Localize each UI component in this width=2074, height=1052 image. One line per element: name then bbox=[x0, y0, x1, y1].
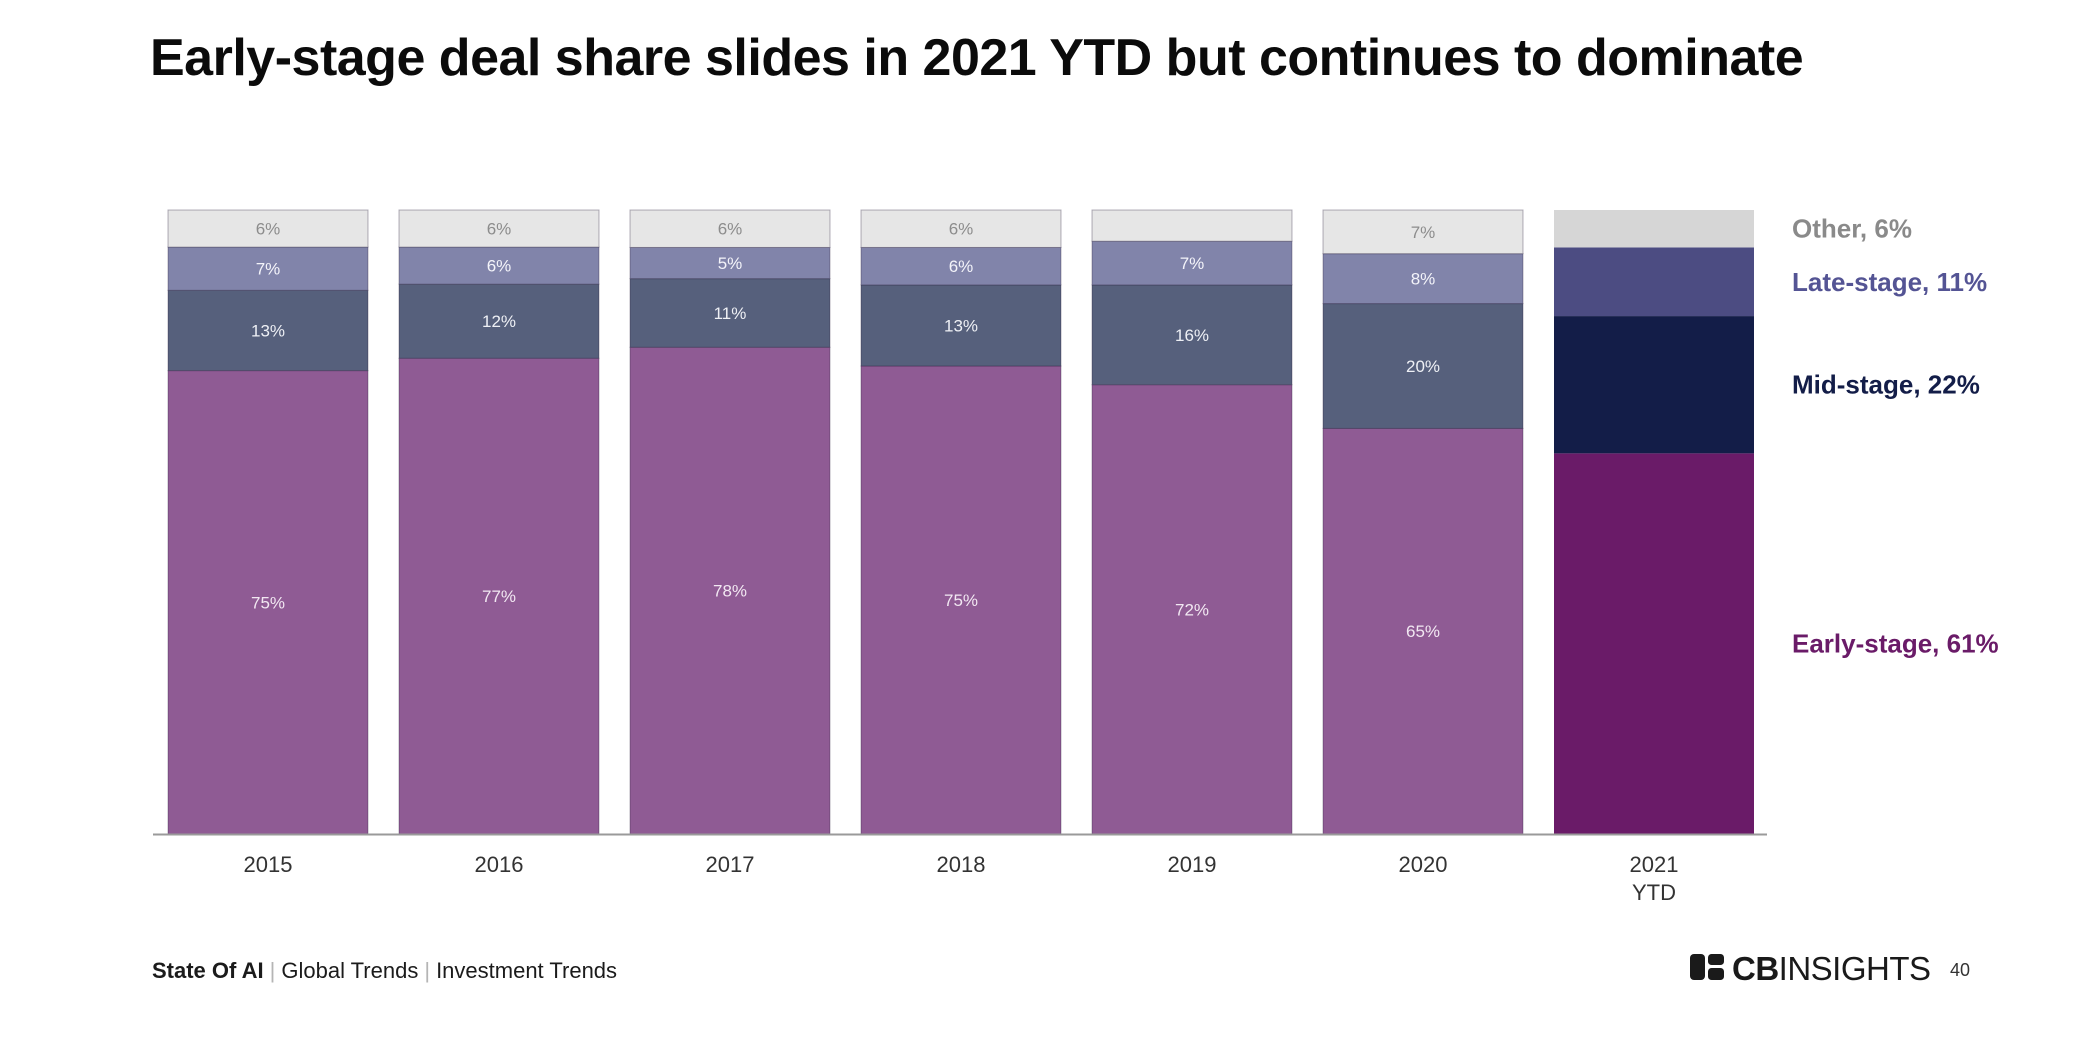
data-label-other: 6% bbox=[718, 220, 743, 239]
bar-segment-late-stage bbox=[398, 246, 600, 285]
footer-subsection: Investment Trends bbox=[436, 958, 618, 983]
footer-section: Global Trends bbox=[281, 958, 419, 983]
x-tick-label: 2016 bbox=[475, 852, 524, 877]
bar-segment-mid-stage bbox=[1554, 316, 1754, 454]
data-label-early-stage: 77% bbox=[482, 587, 516, 606]
bar-segment-other bbox=[860, 209, 1062, 248]
data-label-late-stage: 7% bbox=[1180, 254, 1205, 273]
footer-breadcrumb: State Of AI | Global Trends | Investment Tre… bbox=[152, 958, 617, 984]
data-label-early-stage: 78% bbox=[713, 582, 747, 601]
bar-segment-mid-stage bbox=[860, 284, 1062, 367]
data-label-mid-stage: 16% bbox=[1175, 326, 1209, 345]
bar-segment-other bbox=[1091, 209, 1293, 242]
logo-text-light: INSIGHTS bbox=[1778, 950, 1931, 987]
bar-segment-early-stage bbox=[1554, 453, 1754, 834]
data-label-mid-stage: 11% bbox=[714, 304, 747, 323]
data-label-mid-stage: 13% bbox=[251, 321, 285, 340]
bar-segment-mid-stage bbox=[398, 283, 600, 359]
data-label-other: 6% bbox=[487, 220, 512, 239]
data-label-early-stage: 75% bbox=[944, 591, 978, 610]
bar-segment-late-stage bbox=[860, 246, 1062, 286]
data-label-early-stage: 72% bbox=[1175, 600, 1209, 619]
x-tick-label: 2020 bbox=[1399, 852, 1448, 877]
x-tick-label: 2019 bbox=[1168, 852, 1217, 877]
cb-insights-logo-icon bbox=[1690, 952, 1726, 987]
data-label-mid-stage: 13% bbox=[944, 316, 978, 335]
x-tick-label: 2018 bbox=[937, 852, 986, 877]
bar-segment-late-stage bbox=[1091, 240, 1293, 286]
bar-segment-late-stage bbox=[1322, 253, 1524, 305]
data-label-late-stage: 6% bbox=[949, 257, 974, 276]
data-label-other: 6% bbox=[949, 220, 974, 239]
legend-label-late-stage: Late-stage, 11% bbox=[1792, 267, 1987, 297]
data-label-early-stage: 65% bbox=[1406, 622, 1440, 641]
bar-segment-late-stage bbox=[1554, 247, 1754, 317]
data-label-other: 7% bbox=[1411, 223, 1436, 242]
data-label-mid-stage: 20% bbox=[1406, 357, 1440, 376]
footer-separator: | bbox=[269, 958, 276, 983]
logo-text-strong: CB bbox=[1732, 950, 1779, 987]
x-tick-label: YTD bbox=[1632, 880, 1676, 905]
bar-segment-late-stage bbox=[629, 246, 831, 280]
data-label-mid-stage: 12% bbox=[482, 312, 516, 331]
legend-label-mid-stage: Mid-stage, 22% bbox=[1792, 370, 1980, 400]
bar-segment-late-stage bbox=[167, 246, 369, 291]
bar-segment-early-stage bbox=[1091, 384, 1293, 835]
bar-segment-other bbox=[398, 209, 600, 248]
x-tick-label: 2017 bbox=[706, 852, 755, 877]
legend-label-other: Other, 6% bbox=[1792, 214, 1912, 244]
data-label-late-stage: 6% bbox=[487, 257, 512, 276]
data-label-late-stage: 5% bbox=[718, 254, 743, 273]
bar-segment-other bbox=[629, 209, 831, 248]
cb-insights-logo: CBINSIGHTS bbox=[1690, 950, 1931, 988]
data-label-late-stage: 7% bbox=[256, 260, 281, 279]
page-number: 40 bbox=[1950, 960, 1971, 980]
bar-segment-mid-stage bbox=[1091, 284, 1293, 386]
bar-segment-mid-stage bbox=[1322, 303, 1524, 429]
bar-segment-early-stage bbox=[629, 346, 831, 835]
legend-label-early-stage: Early-stage, 61% bbox=[1792, 629, 1999, 659]
data-label-other: 6% bbox=[256, 220, 281, 239]
data-label-late-stage: 8% bbox=[1411, 270, 1436, 289]
x-tick-label: 2021 bbox=[1630, 852, 1679, 877]
bar-segment-other bbox=[167, 209, 369, 248]
footer-separator: | bbox=[424, 958, 431, 983]
bar-segment-early-stage bbox=[167, 370, 369, 835]
footer-report: State Of AI bbox=[152, 958, 264, 983]
data-label-early-stage: 75% bbox=[251, 593, 285, 612]
bar-segment-mid-stage bbox=[629, 278, 831, 348]
bar-segment-early-stage bbox=[860, 365, 1062, 835]
page-title: Early-stage deal share slides in 2021 YT… bbox=[150, 29, 1804, 87]
bar-segment-early-stage bbox=[1322, 427, 1524, 835]
bar-segment-other bbox=[1554, 210, 1754, 248]
bar-segment-other bbox=[1322, 209, 1524, 255]
x-tick-label: 2015 bbox=[244, 852, 293, 877]
